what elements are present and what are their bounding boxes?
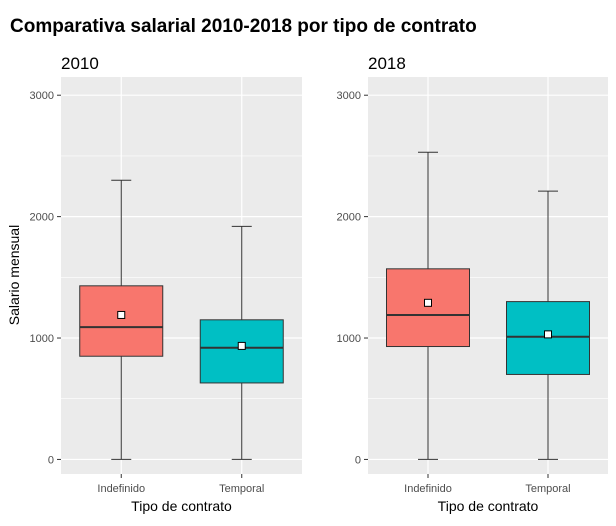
panel-title-2018: 2018 <box>368 54 406 73</box>
x-tick-label-indefinido: Indefinido <box>404 483 452 495</box>
y-tick-label: 2000 <box>337 212 361 224</box>
mean-marker-indefinido <box>117 310 126 319</box>
y-axis-label: Salario mensual <box>6 225 22 325</box>
y-tick-label: 1000 <box>337 333 361 345</box>
x-axis-label: Tipo de contrato <box>438 498 539 514</box>
y-tick-label: 2000 <box>30 212 54 224</box>
box-indefinido <box>386 268 470 348</box>
box-indefinido <box>79 285 164 357</box>
chart-title: Comparativa salarial 2010-2018 por tipo … <box>10 16 477 37</box>
x-tick-label-indefinido: Indefinido <box>97 483 145 495</box>
x-tick-label-temporal: Temporal <box>219 483 264 495</box>
x-axis-label: Tipo de contrato <box>131 498 232 514</box>
y-tick-label: 3000 <box>30 90 54 102</box>
panel-title-2010: 2010 <box>61 54 99 73</box>
box-temporal <box>199 319 284 384</box>
y-tick-label: 0 <box>48 454 54 466</box>
mean-marker-indefinido <box>424 298 432 307</box>
mean-marker-temporal <box>544 330 552 339</box>
panel-background-1 <box>61 77 302 474</box>
x-tick-label-temporal: Temporal <box>525 483 570 495</box>
y-tick-label: 1000 <box>30 333 54 345</box>
y-tick-label: 0 <box>355 454 361 466</box>
y-tick-label: 3000 <box>337 90 361 102</box>
mean-marker-temporal <box>237 341 246 350</box>
